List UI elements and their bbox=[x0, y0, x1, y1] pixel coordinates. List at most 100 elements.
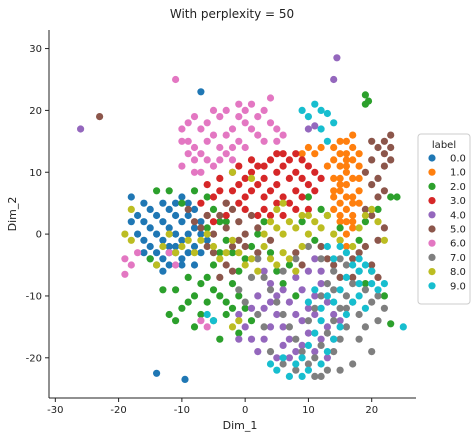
point-1.0 bbox=[356, 175, 363, 182]
point-7.0 bbox=[362, 323, 369, 330]
point-9.0 bbox=[324, 243, 331, 250]
point-4.0 bbox=[324, 299, 331, 306]
point-8.0 bbox=[292, 268, 299, 275]
point-4.0 bbox=[261, 336, 268, 343]
point-9.0 bbox=[343, 311, 350, 318]
point-2.0 bbox=[185, 274, 192, 281]
point-2.0 bbox=[311, 237, 318, 244]
point-0.0 bbox=[172, 243, 179, 250]
legend-label: 5.0 bbox=[450, 225, 466, 236]
point-6.0 bbox=[235, 101, 242, 108]
point-5.0 bbox=[381, 150, 388, 157]
point-3.0 bbox=[267, 187, 274, 194]
point-7.0 bbox=[280, 360, 287, 367]
point-5.0 bbox=[242, 243, 249, 250]
point-6.0 bbox=[128, 261, 135, 268]
point-8.0 bbox=[229, 237, 236, 244]
point-7.0 bbox=[267, 348, 274, 355]
point-6.0 bbox=[223, 107, 230, 114]
point-4.0 bbox=[333, 54, 340, 61]
point-8.0 bbox=[242, 261, 249, 268]
point-9.0 bbox=[318, 305, 325, 312]
legend-marker bbox=[428, 211, 435, 218]
point-7.0 bbox=[330, 286, 337, 293]
point-4.0 bbox=[292, 348, 299, 355]
point-7.0 bbox=[337, 305, 344, 312]
point-1.0 bbox=[330, 206, 337, 213]
point-2.0 bbox=[362, 280, 369, 287]
point-8.0 bbox=[216, 255, 223, 262]
point-3.0 bbox=[280, 150, 287, 157]
point-5.0 bbox=[374, 175, 381, 182]
point-4.0 bbox=[292, 274, 299, 281]
point-8.0 bbox=[299, 212, 306, 219]
point-5.0 bbox=[362, 243, 369, 250]
point-8.0 bbox=[248, 175, 255, 182]
point-6.0 bbox=[204, 156, 211, 163]
point-5.0 bbox=[216, 212, 223, 219]
point-8.0 bbox=[305, 212, 312, 219]
point-9.0 bbox=[273, 367, 280, 374]
point-2.0 bbox=[248, 317, 255, 324]
point-4.0 bbox=[330, 76, 337, 83]
point-1.0 bbox=[299, 150, 306, 157]
point-2.0 bbox=[223, 218, 230, 225]
point-6.0 bbox=[191, 156, 198, 163]
point-7.0 bbox=[337, 255, 344, 262]
point-7.0 bbox=[343, 305, 350, 312]
point-3.0 bbox=[197, 200, 204, 207]
point-4.0 bbox=[318, 336, 325, 343]
point-9.0 bbox=[337, 286, 344, 293]
point-6.0 bbox=[273, 138, 280, 145]
point-1.0 bbox=[349, 175, 356, 182]
point-5.0 bbox=[223, 224, 230, 231]
point-2.0 bbox=[178, 305, 185, 312]
point-7.0 bbox=[248, 274, 255, 281]
point-4.0 bbox=[324, 354, 331, 361]
point-6.0 bbox=[254, 132, 261, 139]
point-8.0 bbox=[178, 243, 185, 250]
point-6.0 bbox=[185, 138, 192, 145]
point-4.0 bbox=[267, 299, 274, 306]
point-7.0 bbox=[280, 268, 287, 275]
point-1.0 bbox=[330, 144, 337, 151]
point-5.0 bbox=[229, 243, 236, 250]
point-7.0 bbox=[356, 311, 363, 318]
point-8.0 bbox=[381, 237, 388, 244]
point-3.0 bbox=[210, 193, 217, 200]
point-7.0 bbox=[242, 299, 249, 306]
point-7.0 bbox=[311, 373, 318, 380]
point-4.0 bbox=[273, 292, 280, 299]
point-2.0 bbox=[393, 193, 400, 200]
point-8.0 bbox=[273, 206, 280, 213]
point-4.0 bbox=[324, 323, 331, 330]
point-6.0 bbox=[121, 255, 128, 262]
point-6.0 bbox=[273, 125, 280, 132]
legend-marker bbox=[428, 197, 435, 204]
point-5.0 bbox=[368, 181, 375, 188]
point-6.0 bbox=[134, 249, 141, 256]
point-3.0 bbox=[273, 200, 280, 207]
point-0.0 bbox=[172, 231, 179, 238]
point-2.0 bbox=[362, 101, 369, 108]
point-2.0 bbox=[172, 286, 179, 293]
point-5.0 bbox=[374, 144, 381, 151]
point-0.0 bbox=[185, 200, 192, 207]
point-3.0 bbox=[311, 187, 318, 194]
point-9.0 bbox=[267, 360, 274, 367]
point-8.0 bbox=[273, 261, 280, 268]
point-6.0 bbox=[229, 125, 236, 132]
point-6.0 bbox=[172, 261, 179, 268]
point-7.0 bbox=[261, 323, 268, 330]
point-6.0 bbox=[185, 119, 192, 126]
point-8.0 bbox=[356, 224, 363, 231]
point-9.0 bbox=[356, 255, 363, 262]
point-2.0 bbox=[248, 243, 255, 250]
point-7.0 bbox=[254, 255, 261, 262]
legend-label: 2.0 bbox=[450, 182, 466, 193]
point-9.0 bbox=[324, 138, 331, 145]
point-2.0 bbox=[387, 193, 394, 200]
y-tick-label: 30 bbox=[29, 44, 42, 55]
point-4.0 bbox=[280, 342, 287, 349]
point-0.0 bbox=[159, 268, 166, 275]
